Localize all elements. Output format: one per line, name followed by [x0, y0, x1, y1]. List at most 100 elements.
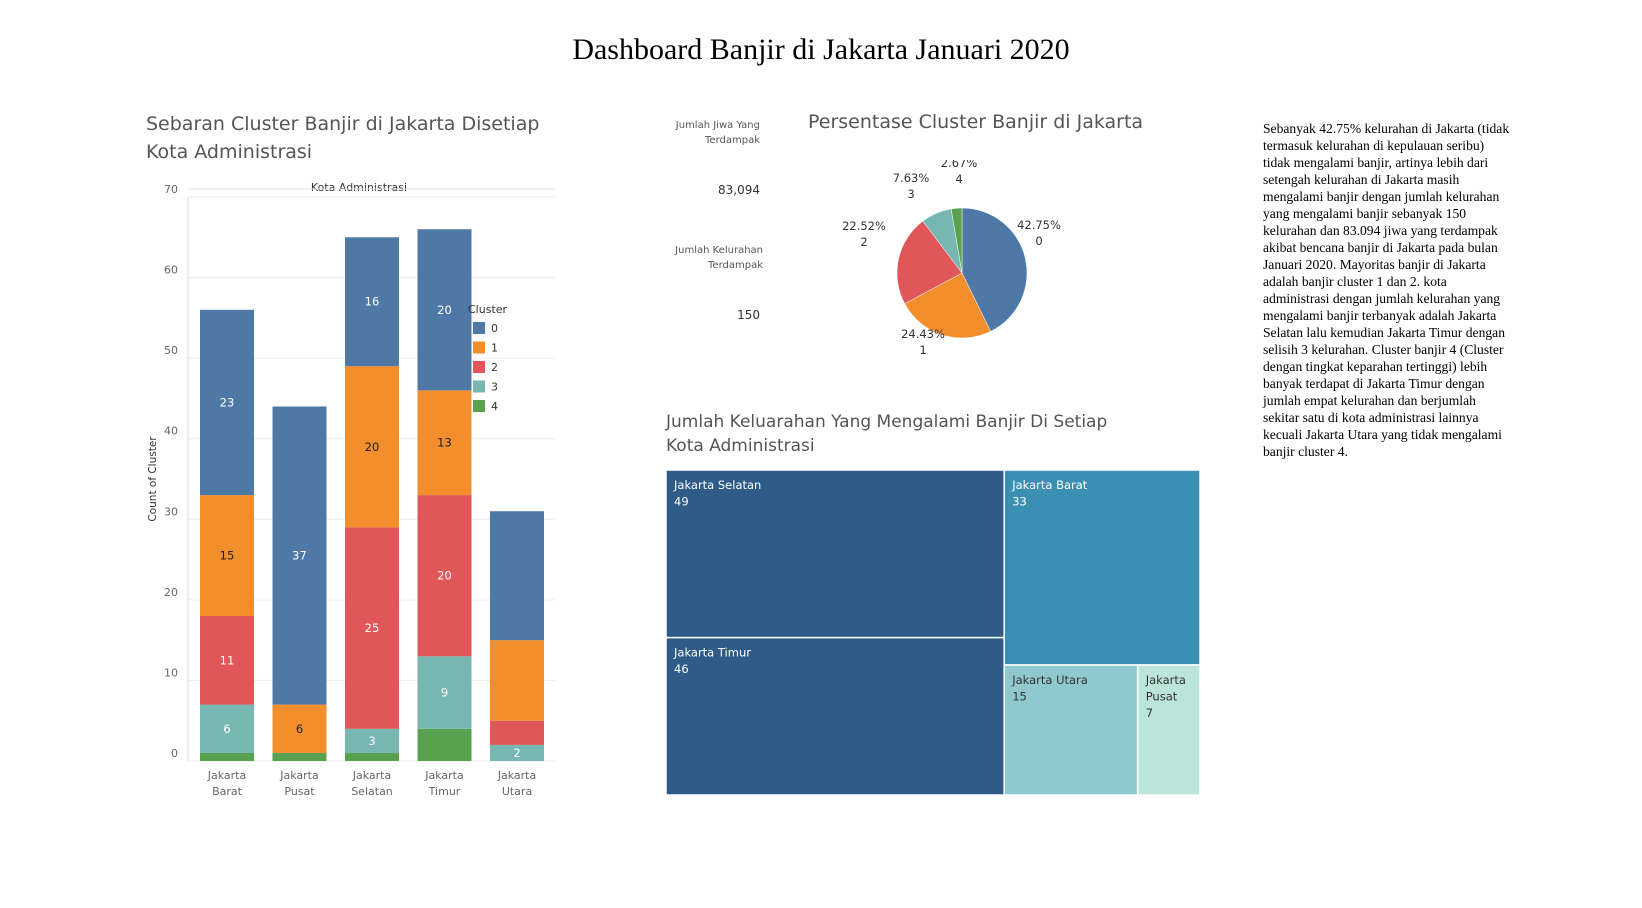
- treemap-tile-label: Jakarta Utara: [1011, 673, 1088, 687]
- pie-cluster-label: 0: [1035, 234, 1042, 248]
- bar-segment-cluster-3: [345, 728, 399, 753]
- treemap-tile-value: 49: [674, 495, 689, 509]
- bar-segment-cluster-4: [200, 752, 254, 761]
- pie-slice-cluster-1: [904, 272, 991, 339]
- treemap-title: Jumlah Keluarahan Yang Mengalami Banjir …: [666, 412, 1108, 456]
- pie-slice-cluster-4: [950, 207, 963, 274]
- treemap-tile-jakarta-selatan: [666, 470, 1005, 639]
- bar-value-label: 11: [220, 653, 235, 667]
- x-tick-label: Jakarta: [352, 769, 391, 782]
- y-tick-label: 50: [164, 344, 178, 357]
- pie-percent-label: 22.52%: [842, 219, 886, 233]
- pie-chart: 42.75% 0 24.43% 1 22.52% 2 7.63% 3 2.67% 4: [842, 160, 1061, 357]
- legend-label: 0: [491, 322, 498, 335]
- treemap-tile-label: Jakarta: [1145, 673, 1186, 687]
- bar-segment-cluster-3: [490, 744, 544, 761]
- pie-percent-label: 24.43%: [901, 327, 945, 341]
- x-tick-label: Pusat: [284, 785, 315, 798]
- legend-swatch-2: [473, 361, 485, 373]
- treemap-tile-value: 33: [1012, 495, 1027, 509]
- bar-segment-cluster-2: [490, 720, 544, 745]
- pie-percent-label: 42.75%: [1017, 218, 1061, 232]
- bar-value-label: 13: [437, 436, 452, 450]
- bar-value-label: 23: [220, 395, 235, 409]
- bar-segment-cluster-0: [200, 309, 254, 496]
- bar-value-label: 37: [292, 549, 307, 563]
- bar-segment-cluster-1: [345, 366, 399, 528]
- bar-segment-cluster-3: [200, 704, 254, 753]
- x-tick-label: Selatan: [351, 785, 393, 798]
- legend-label: 1: [491, 342, 498, 355]
- y-tick-label: 70: [164, 183, 178, 196]
- bar-segment-cluster-1: [272, 704, 327, 753]
- legend-swatch-0: [473, 322, 485, 334]
- bar-value-label: 9: [441, 686, 448, 700]
- bar-value-label: 25: [365, 621, 380, 635]
- dashboard-title: Dashboard Banjir di Jakarta Januari 2020: [572, 33, 1070, 66]
- treemap-tile-jakarta-pusat: [1136, 664, 1200, 795]
- bar-segment-cluster-0: [272, 406, 327, 705]
- y-tick-label: 10: [164, 666, 178, 679]
- x-tick-label: Utara: [502, 785, 532, 798]
- bar-value-label: 16: [365, 295, 380, 309]
- kpi-jiwa-label: Jumlah Jiwa Yang Terdampak: [675, 120, 760, 146]
- narrative-text: Sebanyak 42.75% kelurahan di Jakarta (ti…: [1263, 121, 1510, 459]
- legend-title: Cluster: [468, 303, 508, 316]
- bar-segment-cluster-2: [200, 615, 254, 705]
- legend-swatch-4: [473, 400, 485, 412]
- y-tick-label: 20: [164, 586, 178, 599]
- y-axis-label: Count of Cluster: [147, 436, 159, 522]
- bar-segment-cluster-4: [417, 728, 472, 761]
- bar-segment-cluster-2: [345, 527, 399, 729]
- y-tick-label: 40: [164, 425, 178, 438]
- kpi-kelurahan-value: 150: [737, 308, 760, 322]
- y-tick-label: 0: [171, 747, 178, 760]
- legend-label: 3: [491, 381, 498, 394]
- pie-cluster-label: 2: [860, 235, 867, 249]
- legend-label: 4: [491, 400, 498, 413]
- treemap-tile-label: Jakarta Barat: [1011, 478, 1088, 492]
- x-tick-label: Jakarta: [279, 769, 318, 782]
- treemap-chart: Jakarta Selatan 49 Jakarta Timur 46 Jakarta …: [666, 470, 1200, 795]
- bar-value-label: 20: [437, 303, 452, 317]
- kpi-kelurahan-label: Jumlah Kelurahan Terdampak: [675, 245, 763, 271]
- pie-slice-cluster-2: [896, 220, 963, 305]
- bar-segment-cluster-4: [272, 752, 327, 761]
- bar-segment-cluster-3: [417, 656, 472, 729]
- bar-value-label: 2: [513, 746, 520, 760]
- bar-value-label: 6: [223, 722, 230, 736]
- bar-chart-header: Kota Administrasi: [311, 181, 407, 194]
- treemap-tile-label: Jakarta Selatan: [673, 478, 761, 492]
- pie-percent-label: 7.63%: [893, 171, 930, 185]
- bar-segment-cluster-1: [490, 640, 544, 721]
- bar-value-label: 3: [368, 734, 375, 748]
- bar-value-label: 15: [220, 549, 235, 563]
- bar-segment-cluster-0: [417, 229, 472, 391]
- x-tick-label: Timur: [428, 785, 461, 798]
- bar-segment-cluster-0: [490, 511, 544, 641]
- pie-slice-cluster-0: [961, 207, 1028, 332]
- legend-label: 2: [491, 361, 498, 374]
- legend-swatch-1: [473, 341, 485, 354]
- pie-cluster-label: 1: [919, 343, 926, 357]
- legend-swatch-3: [473, 380, 485, 393]
- pie-cluster-label: 4: [955, 172, 962, 186]
- treemap-tile-label: Pusat: [1146, 690, 1178, 704]
- pie-chart-title: Persentase Cluster Banjir di Jakarta: [808, 111, 1144, 133]
- x-tick-label: Jakarta: [207, 769, 246, 782]
- bar-chart-title: Sebaran Cluster Banjir di Jakarta Diseti…: [146, 113, 540, 163]
- x-tick-label: Jakarta: [497, 769, 536, 782]
- bar-segment-cluster-1: [417, 390, 472, 496]
- treemap-tile-label: Jakarta Timur: [673, 646, 751, 660]
- bar-segment-cluster-1: [200, 495, 254, 616]
- y-tick-label: 30: [164, 505, 178, 518]
- treemap-tile-value: 7: [1146, 706, 1153, 720]
- pie-percent-label: 2.67%: [941, 160, 978, 170]
- treemap-tile-jakarta-barat: [1003, 470, 1200, 666]
- y-tick-label: 60: [164, 264, 178, 277]
- bar-segment-cluster-2: [417, 495, 472, 657]
- bar-value-label: 20: [437, 569, 452, 583]
- x-tick-label: Barat: [212, 785, 243, 798]
- treemap-tile-jakarta-utara: [1003, 664, 1139, 795]
- kpi-jiwa-value: 83,094: [718, 183, 760, 197]
